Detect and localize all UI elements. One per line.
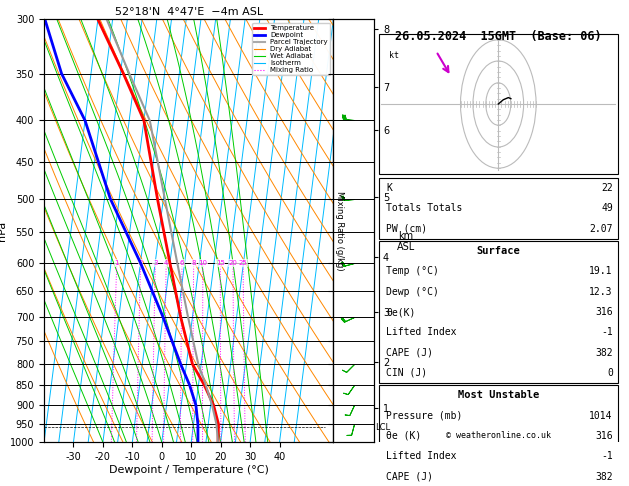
Text: θe (K): θe (K) xyxy=(386,431,421,441)
Text: 25: 25 xyxy=(239,260,247,266)
Text: 6: 6 xyxy=(180,260,184,266)
Y-axis label: Mixing Ratio (g/kg): Mixing Ratio (g/kg) xyxy=(335,191,345,271)
Text: -1: -1 xyxy=(601,451,613,461)
Text: 2.07: 2.07 xyxy=(589,224,613,234)
Bar xyxy=(379,34,618,174)
Text: LCL: LCL xyxy=(375,423,390,432)
Text: 3: 3 xyxy=(153,260,158,266)
Text: Surface: Surface xyxy=(476,246,520,256)
Legend: Temperature, Dewpoint, Parcel Trajectory, Dry Adiabat, Wet Adiabat, Isotherm, Mi: Temperature, Dewpoint, Parcel Trajectory… xyxy=(252,23,330,75)
Text: 2: 2 xyxy=(138,260,143,266)
Title: 52°18'N  4°47'E  −4m ASL: 52°18'N 4°47'E −4m ASL xyxy=(114,7,263,17)
Text: 49: 49 xyxy=(601,204,613,213)
Text: PW (cm): PW (cm) xyxy=(386,224,428,234)
Text: K: K xyxy=(386,183,392,193)
Text: 382: 382 xyxy=(595,347,613,358)
Bar xyxy=(379,385,618,486)
Text: kt: kt xyxy=(389,51,399,60)
Text: Temp (°C): Temp (°C) xyxy=(386,266,439,277)
Text: CAPE (J): CAPE (J) xyxy=(386,347,433,358)
Text: 1014: 1014 xyxy=(589,411,613,420)
Text: 0: 0 xyxy=(607,368,613,378)
Text: 316: 316 xyxy=(595,307,613,317)
Text: 382: 382 xyxy=(595,471,613,482)
Text: 4: 4 xyxy=(164,260,169,266)
Text: Lifted Index: Lifted Index xyxy=(386,451,457,461)
Text: 316: 316 xyxy=(595,431,613,441)
Text: Dewp (°C): Dewp (°C) xyxy=(386,287,439,297)
Bar xyxy=(379,241,618,383)
Text: 20: 20 xyxy=(228,260,238,266)
X-axis label: Dewpoint / Temperature (°C): Dewpoint / Temperature (°C) xyxy=(109,465,269,475)
Text: 8: 8 xyxy=(191,260,196,266)
Text: 19.1: 19.1 xyxy=(589,266,613,277)
Text: © weatheronline.co.uk: © weatheronline.co.uk xyxy=(446,431,551,440)
Text: Most Unstable: Most Unstable xyxy=(458,390,539,400)
Text: 10: 10 xyxy=(198,260,208,266)
Text: Totals Totals: Totals Totals xyxy=(386,204,463,213)
Text: Pressure (mb): Pressure (mb) xyxy=(386,411,463,420)
Bar xyxy=(379,178,618,239)
Y-axis label: hPa: hPa xyxy=(0,221,7,241)
Text: CAPE (J): CAPE (J) xyxy=(386,471,433,482)
Y-axis label: km
ASL: km ASL xyxy=(397,231,415,252)
Text: θe(K): θe(K) xyxy=(386,307,416,317)
Text: -1: -1 xyxy=(601,328,613,337)
Text: Lifted Index: Lifted Index xyxy=(386,328,457,337)
Text: CIN (J): CIN (J) xyxy=(386,368,428,378)
Text: 15: 15 xyxy=(216,260,225,266)
Text: 12.3: 12.3 xyxy=(589,287,613,297)
Text: 22: 22 xyxy=(601,183,613,193)
Text: 1: 1 xyxy=(114,260,119,266)
Text: 26.05.2024  15GMT  (Base: 06): 26.05.2024 15GMT (Base: 06) xyxy=(395,30,601,43)
